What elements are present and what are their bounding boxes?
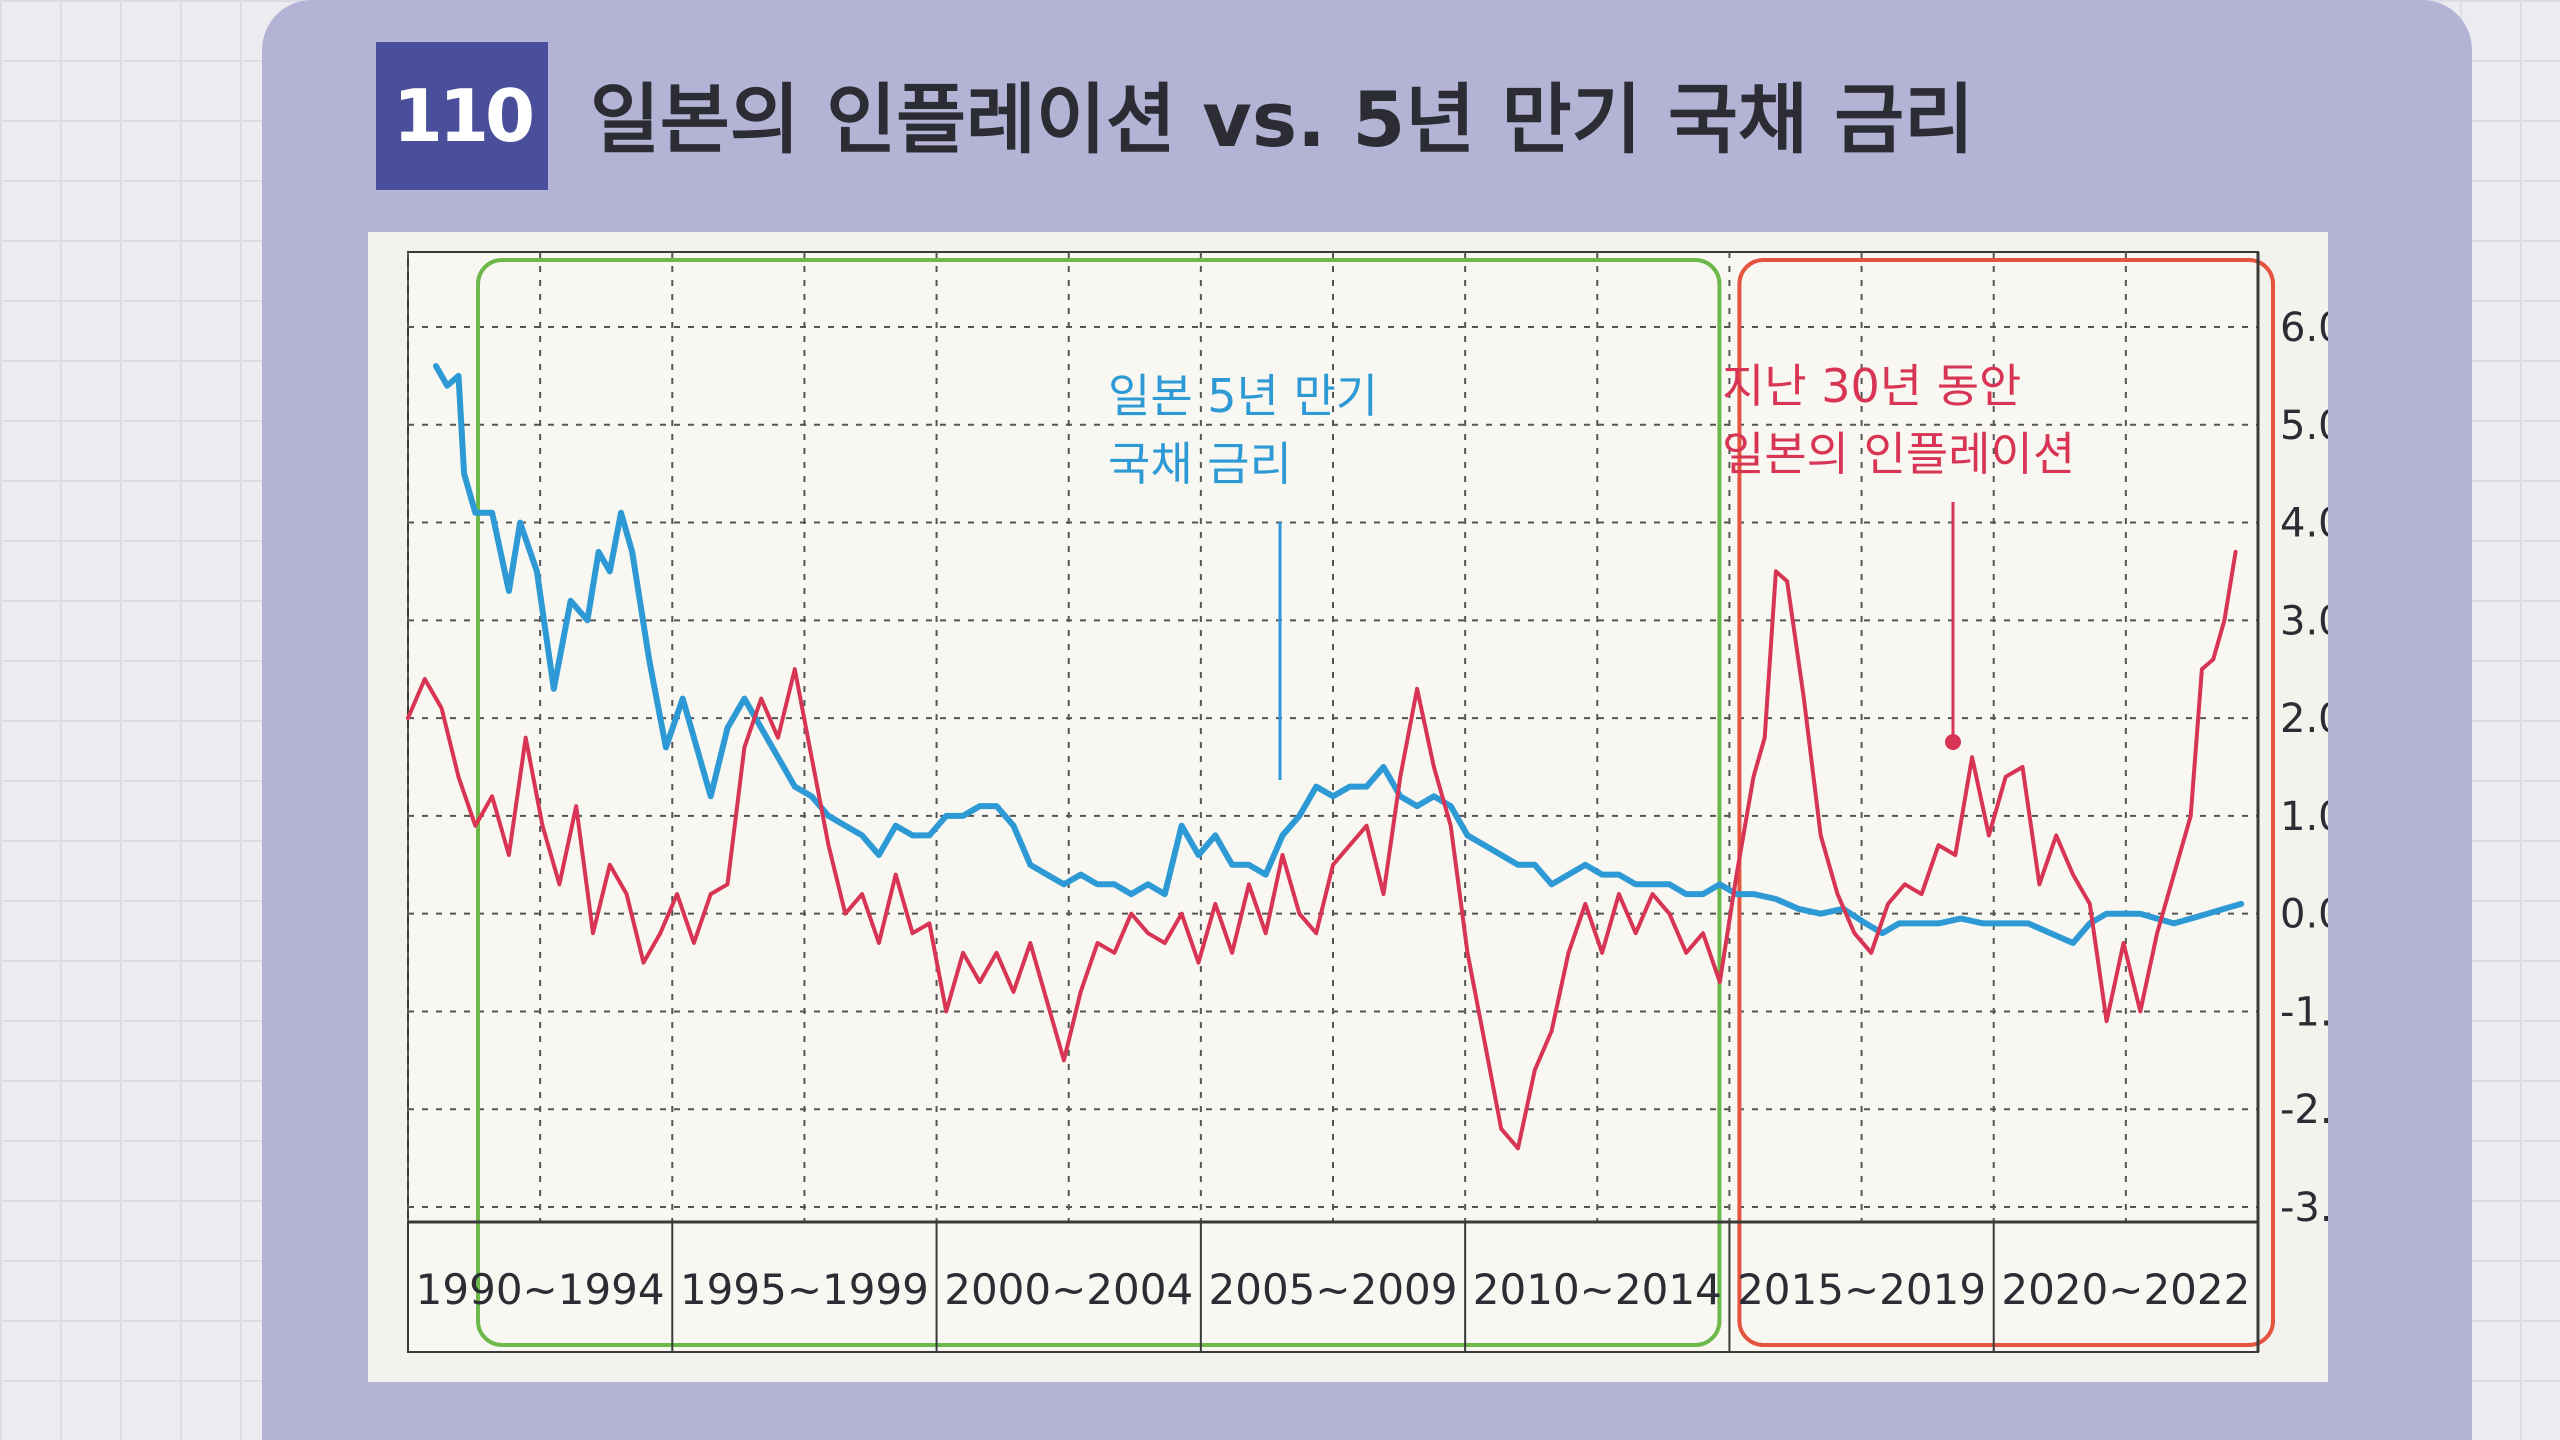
line-chart: 6.0 5.0 4.0 3.0 2.0 1.0 0.0 -1.0 -2.0 -3.0 1990~19… xyxy=(406,251,2328,1353)
x-tick-label: 2000~2004 xyxy=(944,1265,1193,1314)
inflation-annotation-line1: 지난 30년 동안 xyxy=(1722,359,2021,413)
inflation-annotation-dot xyxy=(1945,734,1961,750)
highlight-region-red xyxy=(1737,258,2275,1347)
y-tick-label: -3.0 xyxy=(2280,1185,2328,1231)
bond-annotation-line1: 일본 5년 만기 xyxy=(1108,369,1378,423)
y-tick-label: 2.0 xyxy=(2280,696,2328,742)
axes: 6.0 5.0 4.0 3.0 2.0 1.0 0.0 -1.0 -2.0 -3.0 1990~19… xyxy=(408,252,2328,1352)
y-tick-label: 6.0 xyxy=(2280,305,2328,351)
highlight-region-green xyxy=(476,258,1722,1347)
series-lines xyxy=(406,363,2245,1151)
y-tick-label: -2.0 xyxy=(2280,1087,2328,1133)
chart-card: 6.0 5.0 4.0 3.0 2.0 1.0 0.0 -1.0 -2.0 -3.0 1990~19… xyxy=(368,232,2328,1382)
x-tick-label: 2015~2019 xyxy=(1737,1265,1986,1314)
x-tick-label: 1995~1999 xyxy=(680,1265,929,1314)
x-tick-label: 2005~2009 xyxy=(1209,1265,1458,1314)
y-tick-label: 0.0 xyxy=(2280,892,2328,938)
grid xyxy=(407,251,2259,1353)
y-tick-label: -1.0 xyxy=(2280,989,2328,1035)
y-tick-label: 3.0 xyxy=(2280,598,2328,644)
y-tick-label: 5.0 xyxy=(2280,403,2328,449)
x-tick-label: 2010~2014 xyxy=(1473,1265,1722,1314)
figure-number-badge: 110 xyxy=(376,42,548,190)
bond-annotation-line2: 국채 금리 xyxy=(1108,437,1292,491)
inflation-annotation-line2: 일본의 인플레이션 xyxy=(1722,427,2075,481)
x-tick-label: 2020~2022 xyxy=(2001,1265,2250,1314)
x-tick-label: 1990~1994 xyxy=(416,1265,665,1314)
figure-title: 일본의 인플레이션 vs. 5년 만기 국채 금리 xyxy=(590,75,1975,164)
highlight-regions xyxy=(476,258,2275,1347)
y-tick-label: 4.0 xyxy=(2280,501,2328,547)
y-tick-label: 1.0 xyxy=(2280,794,2328,840)
bond-yield-line xyxy=(433,363,2245,946)
inflation-line xyxy=(406,549,2238,1151)
annotations: 일본 5년 만기 국채 금리 지난 30년 동안 일본의 인플레이션 xyxy=(1108,359,2075,780)
